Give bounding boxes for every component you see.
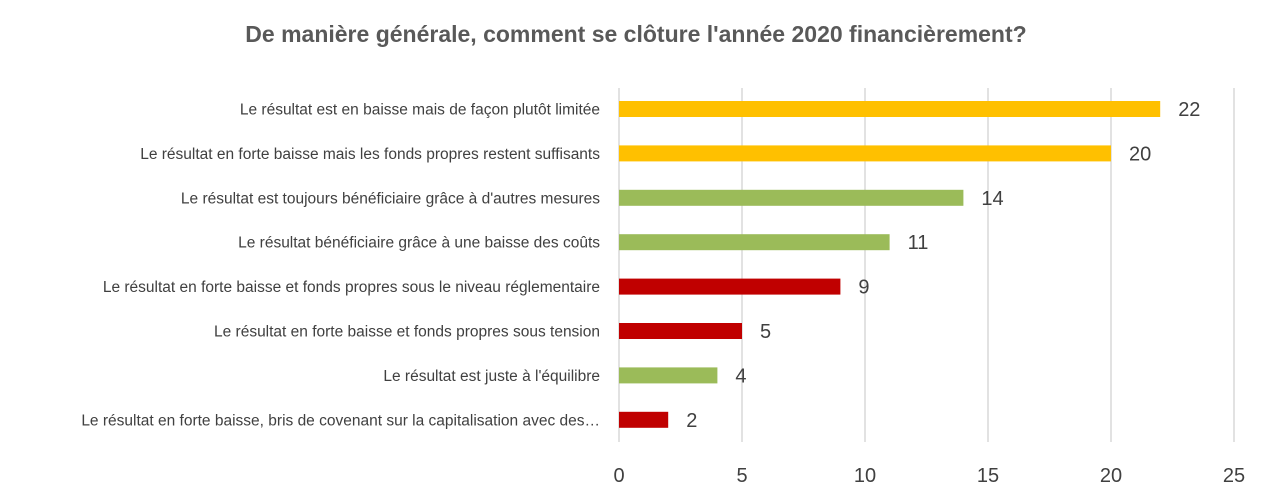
bar-3 — [619, 234, 890, 251]
category-label-7: Le résultat en forte baisse, bris de cov… — [81, 412, 600, 429]
value-label-2: 14 — [981, 188, 1003, 210]
bar-7 — [619, 411, 669, 428]
bar-4 — [619, 278, 841, 295]
x-tick-label-2: 10 — [854, 465, 876, 487]
chart-title: De manière générale, comment se clôture … — [245, 21, 1026, 47]
gridlines — [618, 88, 1235, 442]
x-tick-label-5: 25 — [1223, 465, 1245, 487]
category-labels: Le résultat est en baisse mais de façon … — [81, 102, 600, 430]
value-label-5: 5 — [760, 321, 771, 343]
value-label-6: 4 — [735, 365, 746, 387]
bar-6 — [619, 367, 718, 384]
bars — [619, 101, 1161, 428]
x-tick-label-4: 20 — [1100, 465, 1122, 487]
value-label-0: 22 — [1178, 99, 1200, 121]
category-label-3: Le résultat bénéficiaire grâce à une bai… — [238, 235, 600, 252]
x-tick-label-1: 5 — [736, 465, 747, 487]
category-label-6: Le résultat est juste à l'équilibre — [383, 368, 600, 385]
bar-0 — [619, 101, 1161, 117]
value-label-4: 9 — [858, 277, 869, 299]
bar-1 — [619, 145, 1111, 162]
bar-5 — [619, 323, 742, 339]
category-label-4: Le résultat en forte baisse et fonds pro… — [103, 279, 600, 296]
x-tick-label-0: 0 — [613, 465, 624, 487]
value-label-3: 11 — [908, 232, 929, 254]
value-label-7: 2 — [686, 410, 697, 432]
bar-2 — [619, 189, 964, 206]
x-tick-label-3: 15 — [977, 465, 999, 487]
category-label-0: Le résultat est en baisse mais de façon … — [240, 102, 600, 119]
category-label-2: Le résultat est toujours bénéficiaire gr… — [181, 190, 600, 207]
value-label-1: 20 — [1129, 143, 1151, 165]
category-label-5: Le résultat en forte baisse et fonds pro… — [214, 324, 600, 341]
value-labels: 22 20 14 11 9 54 2 — [686, 99, 1200, 432]
category-label-1: Le résultat en forte baisse mais les fon… — [140, 146, 600, 163]
x-axis-tick-labels: 0 5 10 15 20 25 — [613, 465, 1245, 487]
